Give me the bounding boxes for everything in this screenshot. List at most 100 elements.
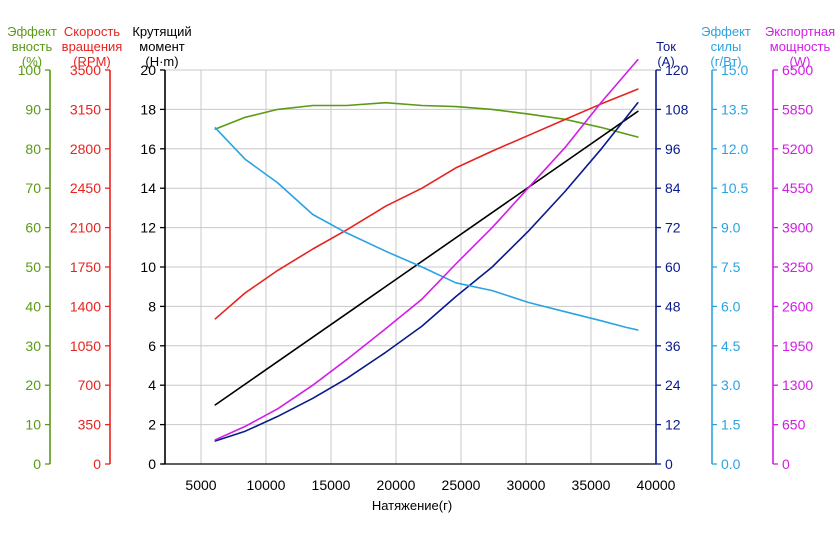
y-axis-title-force_eff: силы bbox=[711, 39, 742, 54]
y-tick-label: 650 bbox=[782, 417, 806, 433]
y-axis-title-power: (W) bbox=[790, 54, 811, 69]
y-tick-label: 14 bbox=[140, 180, 156, 196]
y-tick-label: 4.5 bbox=[721, 338, 741, 354]
y-tick-label: 18 bbox=[140, 101, 156, 117]
y-axis-title-current: Ток bbox=[656, 39, 676, 54]
y-tick-label: 48 bbox=[665, 298, 681, 314]
y-tick-label: 2100 bbox=[70, 220, 101, 236]
y-tick-label: 10.5 bbox=[721, 180, 748, 196]
y-tick-label: 1300 bbox=[782, 377, 813, 393]
y-tick-label: 60 bbox=[25, 220, 41, 236]
y-tick-label: 0 bbox=[93, 456, 101, 472]
y-tick-label: 50 bbox=[25, 259, 41, 275]
y-tick-label: 3250 bbox=[782, 259, 813, 275]
y-tick-label: 120 bbox=[665, 62, 689, 78]
y-tick-label: 16 bbox=[140, 141, 156, 157]
series-line-power bbox=[214, 58, 639, 441]
y-tick-label: 0 bbox=[33, 456, 41, 472]
y-tick-label: 2450 bbox=[70, 180, 101, 196]
y-axis-title-eff: (%) bbox=[22, 54, 42, 69]
y-tick-label: 108 bbox=[665, 101, 689, 117]
y-tick-label: 100 bbox=[18, 62, 42, 78]
y-tick-label: 12 bbox=[140, 220, 156, 236]
y-tick-label: 80 bbox=[25, 141, 41, 157]
y-axis-title-torque: Крутящий bbox=[132, 24, 191, 39]
y-axis-title-power: Экспортная bbox=[765, 24, 835, 39]
y-tick-label: 6 bbox=[148, 338, 156, 354]
y-axis-rpm: 0 350 700 1050 1400 1750 2100 2450 2800 3150 3500 С… bbox=[62, 24, 123, 472]
y-tick-label: 1750 bbox=[70, 259, 101, 275]
y-axis-title-rpm: Скорость bbox=[64, 24, 120, 39]
y-tick-label: 1.5 bbox=[721, 417, 741, 433]
grid bbox=[162, 69, 657, 465]
y-tick-label: 10 bbox=[140, 259, 156, 275]
y-tick-label: 8 bbox=[148, 298, 156, 314]
y-tick-label: 6.0 bbox=[721, 298, 741, 314]
y-tick-label: 5200 bbox=[782, 141, 813, 157]
y-tick-label: 2600 bbox=[782, 298, 813, 314]
y-tick-label: 20 bbox=[25, 377, 41, 393]
y-tick-label: 90 bbox=[25, 101, 41, 117]
y-tick-label: 700 bbox=[78, 377, 102, 393]
y-tick-label: 0 bbox=[148, 456, 156, 472]
y-tick-label: 3900 bbox=[782, 220, 813, 236]
series-line-rpm bbox=[214, 88, 639, 320]
y-tick-label: 3150 bbox=[70, 101, 101, 117]
y-tick-label: 3.0 bbox=[721, 377, 741, 393]
y-tick-label: 1400 bbox=[70, 298, 101, 314]
x-tick-label: 30000 bbox=[507, 477, 546, 493]
y-tick-label: 0 bbox=[782, 456, 790, 472]
series-line-torque bbox=[214, 110, 639, 406]
y-axis-title-rpm: (RPM) bbox=[73, 54, 111, 69]
y-tick-label: 70 bbox=[25, 180, 41, 196]
series bbox=[214, 58, 639, 442]
y-tick-label: 5850 bbox=[782, 101, 813, 117]
series-line-eff bbox=[214, 101, 639, 138]
y-tick-label: 3500 bbox=[70, 62, 101, 78]
y-tick-label: 12.0 bbox=[721, 141, 748, 157]
y-tick-label: 60 bbox=[665, 259, 681, 275]
y-tick-label: 0.0 bbox=[721, 456, 741, 472]
y-tick-label: 30 bbox=[25, 338, 41, 354]
y-axis-title-torque: (Н·m) bbox=[145, 54, 178, 69]
y-tick-label: 1950 bbox=[782, 338, 813, 354]
y-axis-title-force_eff: (г/Вт) bbox=[710, 54, 741, 69]
y-tick-label: 96 bbox=[665, 141, 681, 157]
y-axis-title-torque: момент bbox=[139, 39, 185, 54]
y-axis-title-rpm: вращения bbox=[62, 39, 123, 54]
y-tick-label: 15.0 bbox=[721, 62, 748, 78]
y-tick-label: 24 bbox=[665, 377, 681, 393]
y-tick-label: 4 bbox=[148, 377, 156, 393]
y-tick-label: 84 bbox=[665, 180, 681, 196]
y-tick-label: 0 bbox=[665, 456, 673, 472]
y-axis-current: 0 12 24 36 48 60 72 84 96 108 120 Ток(A) bbox=[655, 39, 689, 472]
y-axis-title-eff: Эффект bbox=[7, 24, 57, 39]
series-line-force_eff bbox=[214, 127, 639, 331]
x-tick-label: 40000 bbox=[637, 477, 676, 493]
y-tick-label: 2 bbox=[148, 417, 156, 433]
y-axis-title-force_eff: Эффект bbox=[701, 24, 751, 39]
y-tick-label: 9.0 bbox=[721, 220, 741, 236]
y-tick-label: 1050 bbox=[70, 338, 101, 354]
x-tick-label: 5000 bbox=[185, 477, 216, 493]
y-tick-label: 36 bbox=[665, 338, 681, 354]
x-tick-label: 25000 bbox=[442, 477, 481, 493]
x-tick-label: 15000 bbox=[312, 477, 351, 493]
y-axis-title-power: мощность bbox=[770, 39, 831, 54]
x-tick-label: 35000 bbox=[572, 477, 611, 493]
x-tick-label: 10000 bbox=[247, 477, 286, 493]
y-tick-label: 10 bbox=[25, 417, 41, 433]
y-tick-label: 12 bbox=[665, 417, 681, 433]
y-axis-title-current: (A) bbox=[657, 54, 674, 69]
y-tick-label: 6500 bbox=[782, 62, 813, 78]
y-axis-title-eff: вность bbox=[12, 39, 53, 54]
axes: 5000 10000 15000 20000 25000 30000 35000 400000… bbox=[7, 24, 835, 493]
y-tick-label: 350 bbox=[78, 417, 102, 433]
x-axis-title: Натяжение(г) bbox=[372, 498, 452, 513]
y-axis-power: 0 650 1300 1950 2600 3250 3900 4550 5200 5850 6500… bbox=[765, 24, 835, 472]
y-tick-label: 7.5 bbox=[721, 259, 741, 275]
